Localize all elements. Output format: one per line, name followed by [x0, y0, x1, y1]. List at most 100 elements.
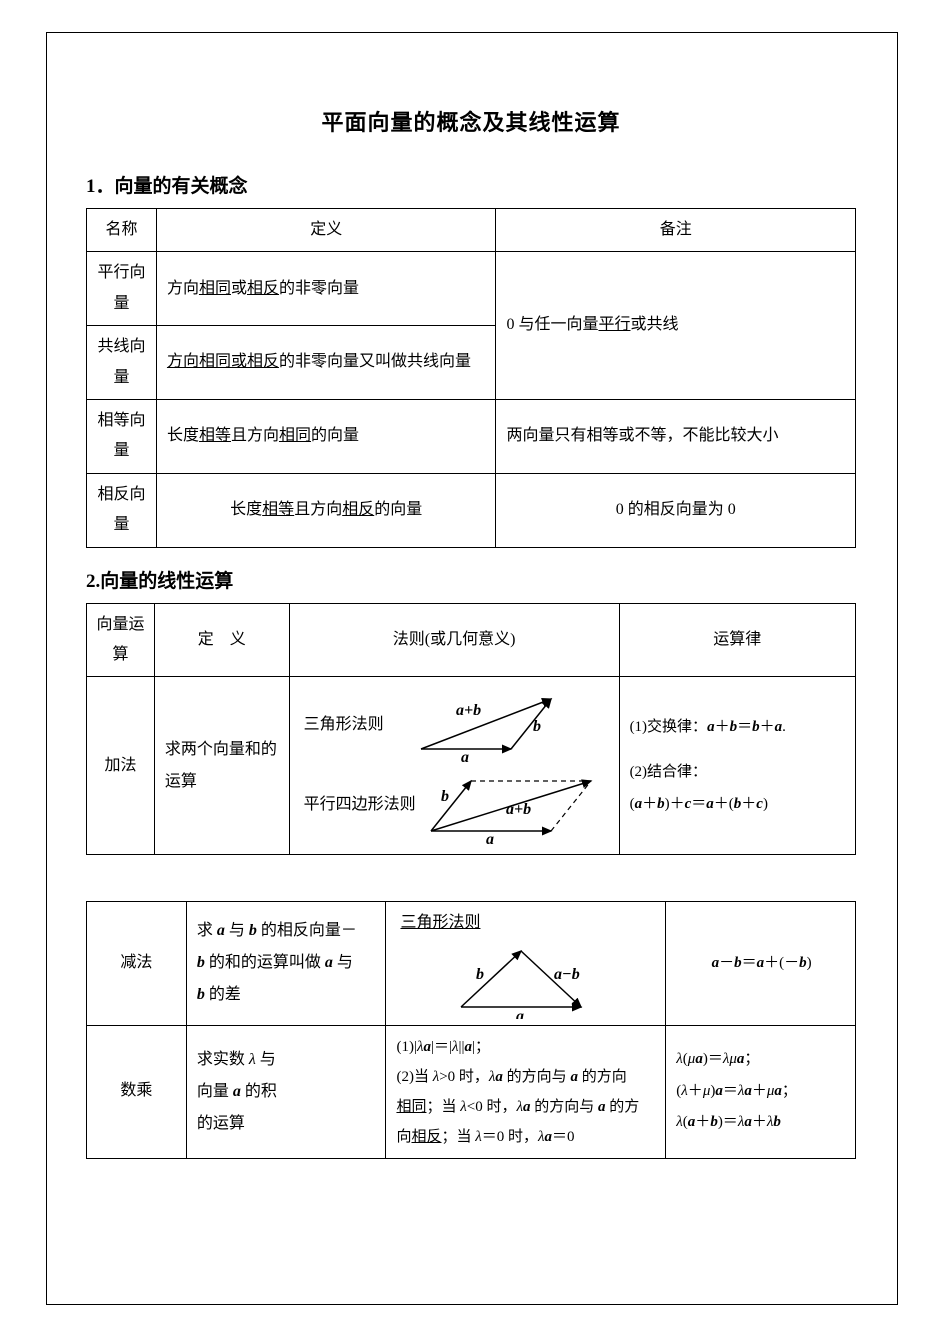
eq: b — [773, 1114, 781, 1130]
section-2-heading: 2.向量的线性运算 — [86, 566, 856, 593]
row1-name: 平行向量 — [87, 252, 157, 326]
header-rule: 法则(或几何意义) — [289, 603, 619, 677]
mul-rule-3: 相同；当 λ<0 时，λa 的方向与 a 的方 — [396, 1092, 657, 1122]
triangle-rule-row: 三角形法则 a b a+b — [296, 687, 613, 762]
add-op: 加法 — [87, 677, 155, 855]
eq: a — [774, 1083, 782, 1099]
table-row: 相反向量 长度相等且方向相反的向量 0 的相反向量为 0 — [87, 473, 856, 547]
eq: a — [737, 1051, 745, 1067]
eq: a — [706, 796, 714, 812]
t: 求 — [197, 922, 217, 939]
eq: λ — [676, 1114, 683, 1130]
v: b — [197, 986, 205, 1003]
text: 的向量 — [374, 501, 422, 518]
eq: a — [715, 1083, 723, 1099]
mul-op: 数乘 — [87, 1025, 187, 1158]
underlined: 相反 — [247, 280, 279, 297]
spacer — [630, 743, 847, 757]
add-laws: (1)交换律：a＋b＝b＋a. (2)结合律： (a＋b)＋c＝a＋(b＋c) — [619, 677, 855, 855]
underlined: 相同 — [279, 427, 311, 444]
row3-def: 长度相等且方向相同的向量 — [156, 399, 496, 473]
header-op: 向量运算 — [87, 603, 155, 677]
underlined: 相等 — [262, 501, 294, 518]
label-sum: a+b — [456, 702, 481, 719]
row4-name: 相反向量 — [87, 473, 157, 547]
label-diff: a−b — [554, 966, 580, 983]
eq: a — [757, 955, 765, 971]
mul-rule-1: (1)|λa|＝|λ||a|； — [396, 1032, 657, 1062]
v: a — [325, 954, 333, 971]
v: a — [545, 1129, 553, 1145]
parallelogram-rule-label: 平行四边形法则 — [296, 790, 416, 820]
underlined: 相同 — [199, 280, 231, 297]
section-1-heading: 1．向量的有关概念 — [86, 171, 856, 198]
sub-rule-label: 三角形法则 — [400, 914, 480, 931]
v: b — [197, 954, 205, 971]
t: ；当 — [426, 1099, 460, 1115]
v: a — [217, 922, 225, 939]
t: 的积 — [241, 1083, 277, 1100]
v: a — [495, 1069, 503, 1085]
eq: μ — [703, 1083, 711, 1099]
t: 向 — [396, 1129, 411, 1145]
add-def: 求两个向量和的运算 — [154, 677, 289, 855]
eq: a — [464, 1039, 472, 1055]
t: 的方向 — [578, 1069, 627, 1085]
label-b: b — [476, 966, 484, 983]
text: 的非零向量又叫做共线向量 — [279, 353, 471, 370]
label-b: b — [533, 718, 541, 735]
eq: a — [744, 1114, 752, 1130]
eq: λ — [681, 1083, 688, 1099]
sub-law: a－b＝a＋(－b) — [666, 902, 856, 1025]
eq: c — [756, 796, 763, 812]
mul-law2: (λ＋μ)a＝λa＋μa； — [676, 1076, 847, 1108]
mul-law1: λ(μa)＝λμa； — [676, 1044, 847, 1076]
eq: b — [734, 955, 742, 971]
equation: b — [752, 719, 760, 735]
header-note: 备注 — [496, 209, 856, 252]
header-def: 定 义 — [154, 603, 289, 677]
eq: λ — [452, 1039, 459, 1055]
text: 且方向 — [294, 501, 342, 518]
t: (2)当 — [396, 1069, 432, 1085]
t: 的运算 — [197, 1115, 245, 1132]
t: 求实数 — [197, 1051, 249, 1068]
parallelogram-diagram: a b a+b — [416, 766, 611, 844]
mul-law3: λ(a＋b)＝λa＋λb — [676, 1107, 847, 1139]
u: 相反 — [411, 1129, 441, 1145]
text: 的非零向量 — [279, 280, 359, 297]
operations-table-sub-mul: 减法 求 a 与 b 的相反向量－ b 的和的运算叫做 a 与 b 的差 三角形… — [86, 901, 856, 1158]
text: 长度 — [167, 427, 199, 444]
eq: b — [734, 796, 742, 812]
gap — [86, 873, 856, 901]
v: λ — [249, 1051, 256, 1068]
mul-def: 求实数 λ 与 向量 a 的积 的运算 — [186, 1025, 386, 1158]
equation: a — [775, 719, 783, 735]
parallelogram-rule-row: 平行四边形法则 a b a+b — [296, 766, 613, 844]
table-row: 数乘 求实数 λ 与 向量 a 的积 的运算 (1)|λa|＝|λ||a|； (… — [87, 1025, 856, 1158]
add-rules: 三角形法则 a b a+b 平行四边形法则 — [289, 677, 619, 855]
content: 平面向量的概念及其线性运算 1．向量的有关概念 名称 定义 备注 平行向量 方向… — [86, 105, 856, 1177]
text: 长度 — [230, 501, 262, 518]
t: <0 时， — [467, 1099, 517, 1115]
v: a — [233, 1083, 241, 1100]
mul-rule-4: 向相反；当 λ＝0 时，λa＝0 — [396, 1122, 657, 1152]
mul-laws: λ(μa)＝λμa； (λ＋μ)a＝λa＋μa； λ(a＋b)＝λa＋λb — [666, 1025, 856, 1158]
row3-name: 相等向量 — [87, 399, 157, 473]
table-row: 加法 求两个向量和的运算 三角形法则 a b a+b 平行四 — [87, 677, 856, 855]
t: 的方向与 — [503, 1069, 571, 1085]
triangle-rule-label: 三角形法则 — [296, 710, 401, 740]
concepts-table: 名称 定义 备注 平行向量 方向相同或相反的非零向量 0 与任一向量平行或共线 … — [86, 208, 856, 548]
eq: c — [685, 796, 692, 812]
v: a — [570, 1069, 578, 1085]
t: 向量 — [197, 1083, 233, 1100]
text: 方向 — [167, 280, 199, 297]
t: ＝0 时， — [482, 1129, 538, 1145]
t: >0 时， — [439, 1069, 489, 1085]
table-row: 减法 求 a 与 b 的相反向量－ b 的和的运算叫做 a 与 b 的差 三角形… — [87, 902, 856, 1025]
header-law: 运算律 — [619, 603, 855, 677]
t: 的和的运算叫做 — [205, 954, 325, 971]
table-row: 平行向量 方向相同或相反的非零向量 0 与任一向量平行或共线 — [87, 252, 856, 326]
table-row: 相等向量 长度相等且方向相同的向量 两向量只有相等或不等，不能比较大小 — [87, 399, 856, 473]
row4-def: 长度相等且方向相反的向量 — [156, 473, 496, 547]
